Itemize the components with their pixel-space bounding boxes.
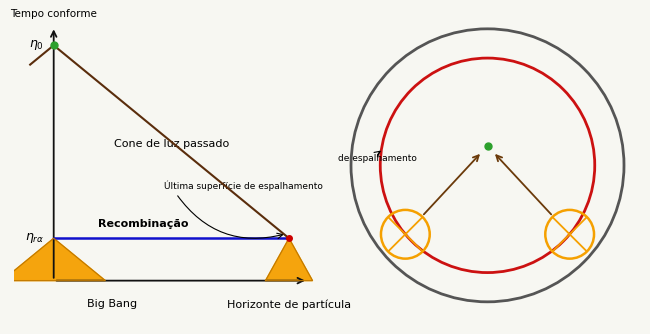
Polygon shape bbox=[2, 238, 105, 281]
Text: de espalhamento: de espalhamento bbox=[338, 154, 417, 163]
Text: Horizonte de partícula: Horizonte de partícula bbox=[227, 300, 351, 310]
Text: Big Bang: Big Bang bbox=[88, 300, 138, 310]
Text: $\eta_{r\alpha}$: $\eta_{r\alpha}$ bbox=[25, 231, 44, 245]
Text: Recombinação: Recombinação bbox=[98, 219, 188, 229]
Text: Cone de luz passado: Cone de luz passado bbox=[114, 139, 229, 149]
Text: $\eta_0$: $\eta_0$ bbox=[29, 38, 44, 52]
Polygon shape bbox=[265, 238, 313, 281]
Text: Tempo conforme: Tempo conforme bbox=[10, 9, 97, 19]
Text: Última superfície de espalhamento: Última superfície de espalhamento bbox=[164, 181, 323, 191]
